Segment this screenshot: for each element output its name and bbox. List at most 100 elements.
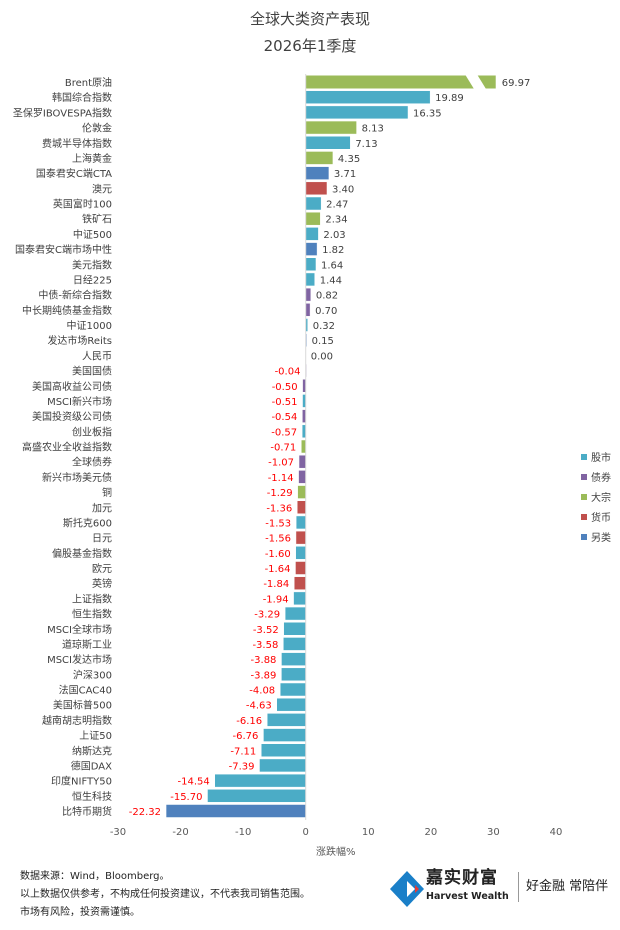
data-label: -0.04 [275,367,301,378]
bar [266,713,306,727]
bar [260,743,306,757]
category-label: 国泰君安C端市场中性 [15,243,112,256]
legend-label: 货币 [591,511,611,524]
data-label: -0.51 [272,397,298,408]
bar [305,105,409,120]
bar [477,75,496,89]
bar [305,196,322,211]
legend-label: 债券 [591,471,611,484]
data-label: -7.39 [229,761,255,772]
logo-cn: 嘉实财富 [426,868,498,888]
category-label: Brent原油 [65,76,112,89]
bar [305,242,318,256]
bar-chart: Brent原油 69.97 韩国综合指数 19.89 圣保罗IBOVESPA指数 16.3… [13,74,611,858]
data-label: -1.84 [263,579,289,590]
x-tick-label: 20 [424,827,437,838]
category-label: 恒生科技 [72,790,112,803]
bar [305,287,312,302]
category-label: 法国CAC40 [59,684,112,697]
data-label: 19.89 [435,93,464,104]
chart-title: 全球大类资产表现 [249,10,370,28]
category-label: 铁矿石 [82,213,112,226]
harvest-wealth-logo: 嘉实财富 Harvest Wealth 好金融 常陪伴 [390,868,618,912]
category-label: 美国高收益公司债 [32,380,112,393]
bar [263,728,306,742]
x-tick-label: 0 [303,827,309,838]
bar [279,682,306,697]
bar [297,485,306,499]
category-label: 铜 [102,487,112,499]
data-label: -0.57 [271,427,297,438]
category-label: MSCI发达市场 [47,653,112,666]
category-label: 德国DAX [71,759,112,772]
bar [305,227,319,241]
x-tick-label: -10 [235,827,251,838]
category-label: 印度NIFTY50 [51,775,112,788]
category-label: 上海黄金 [72,152,112,165]
data-label: 69.97 [502,78,531,89]
data-label: -3.58 [252,640,278,651]
bar [281,667,306,682]
data-label: -0.54 [271,412,297,423]
bar [295,530,306,545]
data-label: 1.64 [321,260,343,271]
category-label: 伦敦金 [82,122,112,135]
category-label: 韩国综合指数 [52,91,112,104]
bar [214,773,306,788]
category-label: 中长期纯债基金指数 [22,304,112,317]
data-label: -1.94 [263,594,289,605]
data-label: 1.44 [320,275,342,286]
category-label: 中证500 [73,228,112,241]
data-label: 0.70 [315,306,337,317]
footer-source: 数据来源：Wind，Bloomberg。 [20,871,170,882]
x-tick-label: 40 [550,827,563,838]
data-label: -14.54 [177,777,209,788]
footer-disclaimer: 以上数据仅供参考，不构成任何投资建议，不代表我司销售范围。 [20,889,310,900]
logo-divider [518,872,519,902]
data-label: -1.56 [265,534,291,545]
bar [305,211,321,226]
x-tick-label: 10 [362,827,375,838]
data-label: 2.03 [323,230,345,241]
legend-swatch [581,534,587,540]
category-label: 澳元 [92,182,112,195]
data-label: 0.32 [313,321,335,332]
category-label: 美国国债 [72,365,112,378]
bar [293,576,306,590]
bar [305,257,317,271]
bar [301,424,306,439]
logo-en: Harvest Wealth [426,891,509,902]
chart-subtitle: 2026年1季度 [263,37,357,55]
legend-label: 大宗 [591,491,611,504]
bar [302,409,306,423]
data-label: 3.40 [332,184,354,195]
category-label: 全球债券 [72,456,112,469]
category-label: 圣保罗IBOVESPA指数 [13,106,112,119]
category-label: 比特币期货 [62,805,112,818]
category-label: MSCI全球市场 [47,623,112,636]
data-label: 3.71 [334,169,356,180]
bar [305,120,357,135]
bar [293,591,306,606]
data-label: 0.82 [316,291,338,302]
bar [305,166,330,180]
data-label: -0.50 [272,382,298,393]
data-label: -1.60 [265,549,291,560]
legend-label: 另类 [591,531,611,544]
bar [296,500,306,514]
data-label: -0.71 [270,443,296,454]
category-label: MSCI新兴市场 [47,395,112,408]
category-label: 中证1000 [67,319,112,332]
data-label: -6.16 [236,716,262,727]
category-label: 加元 [92,502,112,514]
data-label: -3.29 [254,610,280,621]
data-label: 7.13 [355,139,377,150]
data-label: -3.88 [251,655,277,666]
category-label: 恒生指数 [72,608,112,621]
category-label: 中债-新综合指数 [38,289,112,302]
category-label: 英镑 [92,577,112,590]
category-label: 创业板指 [72,425,112,438]
category-label: 上证50 [79,730,112,742]
data-label: -4.63 [246,701,272,712]
category-label: 越南胡志明指数 [42,714,112,727]
